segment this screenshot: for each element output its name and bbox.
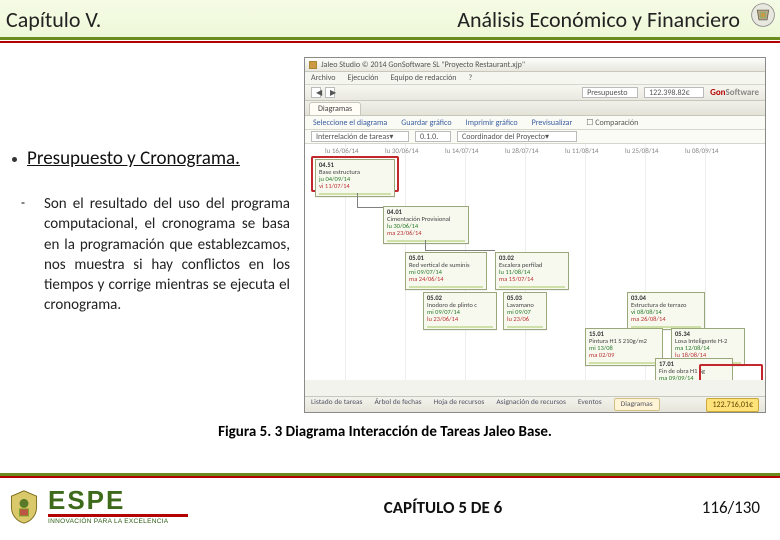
- budget-label: Presupuesto: [582, 87, 638, 98]
- menu-item[interactable]: Equipo de redacción: [391, 73, 457, 83]
- task-node[interactable]: 15.01 Pintura H1 S 210g/m2 mi 13/08 ma 0…: [585, 328, 663, 366]
- menu-item[interactable]: ?: [469, 73, 473, 83]
- task-node[interactable]: 05.03 Lavamano mi 09/07 lu 23/06: [503, 292, 547, 330]
- budget-value: 122.398.82€: [644, 87, 704, 98]
- combo-diagram[interactable]: Interrelación de tareas ▾: [311, 131, 409, 142]
- right-column: Jaleo Studio © 2014 GonSoftware SL "Proy…: [304, 57, 780, 413]
- col-date: lu 08/09/14: [685, 146, 719, 155]
- action-bar: Seleccione el diagrama Guardar gráfico I…: [305, 116, 765, 130]
- col-date: lu 11/08/14: [565, 146, 599, 155]
- menu-item[interactable]: Ejecución: [347, 73, 378, 83]
- crest-icon: [750, 2, 776, 28]
- total-badge: 122.716,01€: [706, 398, 759, 412]
- page-number: 116/130: [670, 497, 760, 518]
- brand-logo: GonSoftware: [710, 87, 759, 98]
- action-link[interactable]: Seleccione el diagrama: [313, 118, 387, 128]
- combo-coord[interactable]: Coordinador del Proyecto ▾: [457, 131, 577, 142]
- figure-caption: Figura 5. 3 Diagrama Interacción de Tare…: [0, 423, 780, 441]
- chapter-title: Análisis Económico y Financiero: [457, 6, 770, 33]
- col-date: lu 14/07/14: [445, 146, 479, 155]
- embedded-screenshot: Jaleo Studio © 2014 GonSoftware SL "Proy…: [304, 57, 766, 413]
- status-link[interactable]: Árbol de fechas: [374, 398, 421, 411]
- combo-code[interactable]: 0.1.0.: [415, 131, 451, 142]
- left-column: Presupuesto y Cronograma. - Son el resul…: [0, 57, 304, 413]
- section-title: Presupuesto y Cronograma.: [27, 147, 240, 170]
- logo-text: ESPE: [48, 489, 188, 512]
- status-link[interactable]: Eventos: [578, 398, 602, 411]
- action-check[interactable]: ☐ Comparación: [586, 118, 638, 128]
- task-node[interactable]: 05.02 Inodoro de plinto c mi 09/07/14 lu…: [423, 292, 497, 330]
- col-date: lu 28/07/14: [505, 146, 539, 155]
- col-date: lu 16/06/14: [325, 146, 359, 155]
- paragraph-row: - Son el resultado del uso del programa …: [8, 194, 294, 316]
- col-date: lu 30/06/14: [385, 146, 419, 155]
- status-link[interactable]: Listado de tareas: [311, 398, 362, 411]
- task-node[interactable]: 03.04 Estructura de terrazo vi 08/08/14 …: [627, 292, 705, 330]
- esp-logo: ESPE INNOVACIÓN PARA LA EXCELENCIA: [6, 484, 216, 530]
- bullet-row: Presupuesto y Cronograma.: [8, 147, 294, 170]
- action-link[interactable]: Imprimir gráfico: [466, 118, 518, 128]
- toolbar: ◀ ▶ Presupuesto 122.398.82€ GonSoftware: [305, 85, 765, 101]
- slide-header: Capítulo V. Análisis Económico y Financi…: [0, 0, 780, 40]
- slide-footer: ESPE INNOVACIÓN PARA LA EXCELENCIA CAPÍT…: [0, 473, 780, 540]
- status-bar: Listado de tareas Árbol de fechas Hoja d…: [305, 396, 765, 412]
- app-icon: [309, 61, 317, 69]
- task-node[interactable]: 04.01 Cimentación Provisional lu 30/06/1…: [383, 206, 469, 244]
- status-link[interactable]: Asignación de recursos: [496, 398, 566, 411]
- tab-bar: Diagramas: [305, 101, 765, 116]
- paragraph-text: Son el resultado del uso del programa co…: [38, 194, 294, 316]
- window-titlebar: Jaleo Studio © 2014 GonSoftware SL "Proy…: [305, 58, 765, 72]
- logo-subtext: INNOVACIÓN PARA LA EXCELENCIA: [48, 518, 188, 525]
- menu-item[interactable]: Archivo: [311, 73, 335, 83]
- combo-bar: Interrelación de tareas ▾ 0.1.0. Coordin…: [305, 130, 765, 144]
- chapter-label: Capítulo V.: [6, 6, 101, 33]
- menu-bar: Archivo Ejecución Equipo de redacción ?: [305, 72, 765, 85]
- crest-icon: [6, 489, 42, 525]
- status-active[interactable]: Diagramas: [614, 398, 660, 411]
- window-title: Jaleo Studio © 2014 GonSoftware SL "Proy…: [321, 60, 525, 70]
- highlight-box: [699, 364, 763, 380]
- status-link[interactable]: Hoja de recursos: [434, 398, 485, 411]
- content-row: Presupuesto y Cronograma. - Son el resul…: [0, 43, 780, 413]
- footer-center: CAPÍTULO 5 DE 6: [216, 497, 670, 518]
- diagram-canvas: lu 16/06/14 lu 30/06/14 lu 14/07/14 lu 2…: [305, 144, 765, 380]
- action-link[interactable]: Guardar gráfico: [401, 118, 451, 128]
- task-node[interactable]: 03.02 Escalera perfilad lu 11/08/14 ma 1…: [495, 252, 569, 290]
- dash-bullet: -: [8, 194, 38, 316]
- task-node[interactable]: 04.51 Base estructura ju 04/09/14 vi 11/…: [315, 159, 395, 197]
- task-node[interactable]: 05.01 Red vertical de suminis mi 09/07/1…: [405, 252, 487, 290]
- bullet-icon: [12, 157, 17, 162]
- col-date: lu 25/08/14: [625, 146, 659, 155]
- toolbar-btn[interactable]: ◀: [311, 87, 321, 98]
- action-link[interactable]: Previsualizar: [532, 118, 573, 128]
- tab-diagramas[interactable]: Diagramas: [309, 102, 361, 115]
- toolbar-btn[interactable]: ▶: [325, 87, 335, 98]
